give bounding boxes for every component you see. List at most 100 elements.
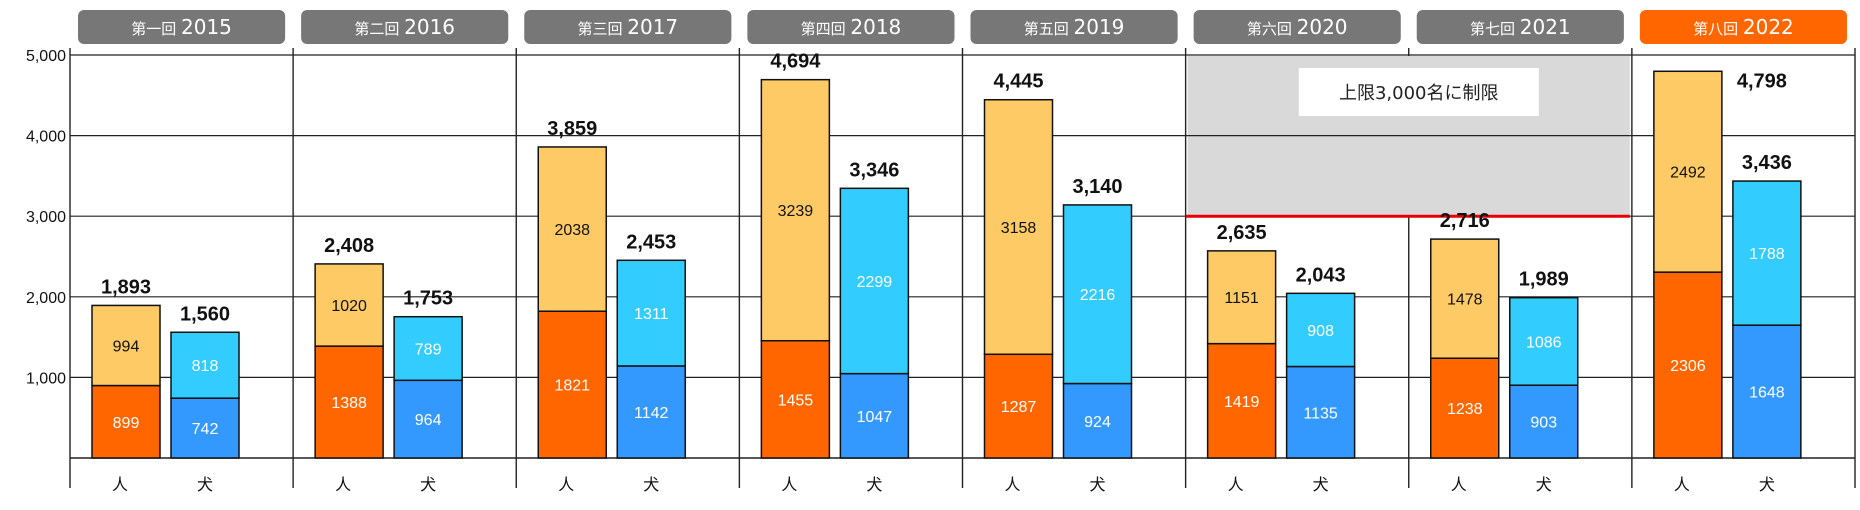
header-year-2020: 2020: [1297, 15, 1348, 39]
header-year-2022: 2022: [1743, 15, 1794, 39]
value-label-2017-dog-top: 1311: [634, 306, 669, 323]
total-label-2017-dog: 2,453: [626, 231, 676, 253]
total-label-2019-dog: 3,140: [1072, 176, 1122, 198]
header-label-2020: 第六回 2020: [1247, 15, 1348, 39]
value-label-2015-person-bottom: 899: [113, 415, 140, 432]
header-label-2016: 第二回 2016: [354, 15, 455, 39]
bars-layer: [91, 70, 1802, 459]
value-label-2017-person-bottom: 1821: [554, 378, 590, 395]
labels-layer: 899 994 1,893 人 742 818 1,560 犬 1388 1020 2,408 人 96…: [101, 51, 1792, 494]
bar-2020-dog-bottom: [1285, 365, 1356, 459]
value-label-2015-person-top: 994: [113, 338, 140, 355]
header-edition-2022: 第八回: [1693, 20, 1743, 38]
total-label-2021-dog: 1,989: [1519, 269, 1569, 291]
x-label-2020-person: 人: [1228, 475, 1244, 494]
header-edition-2019: 第五回: [1024, 20, 1074, 38]
bar-2019-dog-bottom: [1062, 382, 1133, 459]
header-edition-2016: 第二回: [354, 20, 404, 38]
bar-2016-person-bottom: [314, 345, 384, 459]
x-label-2017-dog: 犬: [643, 475, 659, 494]
value-label-2019-dog-top: 2216: [1080, 287, 1116, 304]
header-edition-2020: 第六回: [1247, 20, 1297, 38]
header-edition-2015: 第一回: [131, 20, 181, 38]
header-2022: [1639, 10, 1847, 44]
header-label-2021: 第七回 2021: [1470, 15, 1571, 39]
value-label-2019-dog-bottom: 924: [1084, 414, 1111, 431]
total-label-2018-person: 4,694: [770, 51, 821, 73]
value-label-2016-dog-bottom: 964: [415, 412, 442, 429]
bar-2020-person-top: [1206, 250, 1277, 345]
bar-2018-person-top: [760, 78, 831, 342]
value-label-2021-dog-bottom: 903: [1530, 415, 1557, 432]
header-layer: 第一回 2015 第二回 2016 第三回 2017 第四回 2018 第五回 2019…: [78, 10, 1847, 44]
value-label-2016-person-bottom: 1388: [331, 395, 367, 412]
value-label-2017-person-top: 2038: [554, 222, 590, 239]
header-2016: [301, 10, 509, 44]
bar-2017-dog-top: [616, 259, 686, 367]
total-label-2016-dog: 1,753: [403, 288, 453, 310]
total-label-2015-person: 1,893: [101, 276, 151, 298]
value-label-2018-person-top: 3239: [778, 203, 814, 220]
header-edition-2018: 第四回: [801, 20, 851, 38]
y-tick-label-2000: 2,000: [26, 290, 66, 307]
bar-2016-dog-top: [393, 315, 463, 382]
total-label-2015-dog: 1,560: [180, 303, 230, 325]
value-label-2016-dog-top: 789: [415, 342, 442, 359]
value-label-2015-dog-top: 818: [192, 358, 219, 375]
header-label-2019: 第五回 2019: [1024, 15, 1125, 39]
x-label-2021-dog: 犬: [1536, 475, 1552, 494]
total-label-2016-person: 2,408: [324, 235, 374, 257]
header-2020: [1193, 10, 1401, 44]
header-edition-2021: 第七回: [1470, 20, 1520, 38]
header-2019: [970, 10, 1178, 44]
header-2018: [747, 10, 955, 44]
total-label-2019-person: 4,445: [993, 71, 1043, 93]
header-2015: [78, 10, 286, 44]
bar-2019-person-top: [983, 98, 1054, 356]
x-label-2018-dog: 犬: [866, 475, 882, 494]
bar-2015-person-bottom: [91, 384, 161, 459]
value-label-2020-person-bottom: 1419: [1224, 394, 1260, 411]
bar-2021-person-bottom: [1430, 357, 1500, 459]
header-year-2015: 2015: [181, 15, 232, 39]
header-2017: [524, 10, 732, 44]
header-label-2017: 第三回 2017: [577, 15, 678, 39]
x-label-2019-person: 人: [1004, 475, 1020, 494]
y-tick-label-1000: 1,000: [26, 370, 66, 387]
bar-2018-dog-bottom: [839, 372, 910, 459]
limit-label: 上限3,000名に制限: [1339, 83, 1499, 104]
header-label-2015: 第一回 2015: [131, 15, 232, 39]
bar-2022-dog-bottom: [1732, 324, 1802, 459]
value-label-2022-person-bottom: 2306: [1670, 358, 1706, 375]
total-label-2020-person: 2,635: [1217, 222, 1267, 244]
value-label-2022-dog-bottom: 1648: [1749, 385, 1785, 402]
x-label-2018-person: 人: [781, 475, 797, 494]
header-year-2018: 2018: [850, 15, 901, 39]
bar-2022-dog-top: [1732, 180, 1802, 326]
value-label-2021-dog-top: 1086: [1526, 334, 1562, 351]
x-label-2017-person: 人: [558, 475, 574, 494]
bar-2017-dog-bottom: [616, 365, 686, 459]
value-label-2018-dog-top: 2299: [857, 274, 893, 291]
value-label-2018-person-bottom: 1455: [778, 392, 814, 409]
bar-2020-dog-top: [1285, 292, 1356, 368]
bar-2019-dog-top: [1062, 204, 1133, 385]
value-label-2019-person-bottom: 1287: [1001, 399, 1037, 416]
header-year-2016: 2016: [404, 15, 455, 39]
value-label-2020-dog-top: 908: [1307, 323, 1334, 340]
value-label-2022-person-top: 2492: [1670, 165, 1706, 182]
bar-2021-dog-top: [1509, 296, 1579, 386]
total-label-2017-person: 3,859: [547, 118, 597, 140]
x-label-2022-person: 人: [1674, 475, 1690, 494]
bar-2017-person-top: [537, 146, 607, 312]
bar-2020-person-bottom: [1206, 342, 1277, 459]
value-label-2017-dog-bottom: 1142: [634, 405, 669, 422]
header-2021: [1416, 10, 1624, 44]
bar-2017-person-bottom: [537, 310, 607, 459]
value-label-2016-person-top: 1020: [331, 298, 367, 315]
value-label-2015-dog-bottom: 742: [192, 421, 219, 438]
header-year-2021: 2021: [1520, 15, 1571, 39]
bar-2016-dog-bottom: [393, 379, 463, 459]
x-label-2022-dog: 犬: [1759, 475, 1775, 494]
